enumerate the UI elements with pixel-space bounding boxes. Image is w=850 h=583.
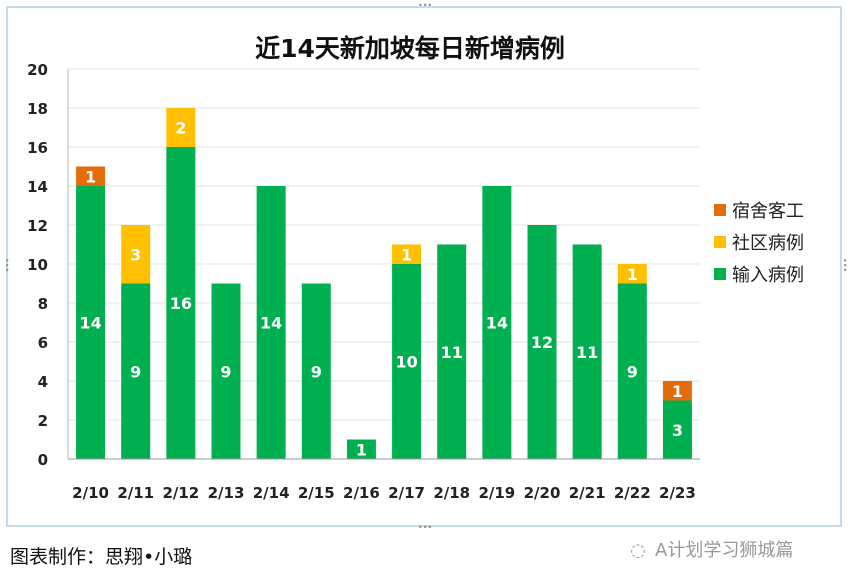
bar-segment <box>662 400 692 459</box>
bar-segment <box>437 244 467 459</box>
y-tick-label: 4 <box>38 373 48 391</box>
resize-handle-right[interactable]: ••• <box>840 258 849 273</box>
y-tick-label: 10 <box>27 256 48 274</box>
legend-swatch <box>714 236 726 248</box>
legend-label: 宿舍客工 <box>732 201 804 222</box>
x-tick-label: 2/10 <box>72 484 109 502</box>
data-label: 14 <box>486 314 508 333</box>
resize-handle-left[interactable]: ••• <box>2 258 11 273</box>
legend-label: 社区病例 <box>732 233 804 254</box>
bar-segment <box>662 381 692 401</box>
y-tick-label: 12 <box>27 217 48 235</box>
y-tick-label: 0 <box>38 451 48 469</box>
x-tick-label: 2/17 <box>388 484 425 502</box>
x-tick-label: 2/11 <box>117 484 154 502</box>
bar-segment <box>166 108 196 147</box>
y-tick-label: 16 <box>27 139 48 157</box>
data-label: 1 <box>627 265 638 284</box>
data-label: 1 <box>401 245 412 264</box>
x-tick-label: 2/16 <box>343 484 380 502</box>
bar-segment <box>76 166 106 186</box>
x-tick-label: 2/13 <box>208 484 245 502</box>
y-tick-label: 6 <box>38 334 48 352</box>
data-label: 9 <box>627 362 638 381</box>
x-tick-label: 2/23 <box>659 484 696 502</box>
bar-segment <box>482 186 512 459</box>
data-label: 1 <box>85 167 96 186</box>
data-label: 9 <box>311 362 322 381</box>
bar-segment <box>76 186 106 459</box>
bar-segment <box>527 225 557 459</box>
data-label: 3 <box>672 421 683 440</box>
legend-swatch <box>714 268 726 280</box>
bar-segment <box>392 264 422 459</box>
stacked-bar-chart: 近14天新加坡每日新增病例 14193162914911011114121191… <box>27 34 804 502</box>
watermark-text: A计划学习狮城篇 <box>655 540 794 561</box>
data-label: 11 <box>576 343 598 362</box>
x-tick-label: 2/22 <box>614 484 651 502</box>
x-tick-label: 2/18 <box>433 484 470 502</box>
wechat-icon: ◌ <box>630 540 646 561</box>
chart-title: 近14天新加坡每日新增病例 <box>255 34 565 63</box>
y-tick-label: 20 <box>27 61 48 79</box>
y-tick-label: 8 <box>38 295 48 313</box>
data-label: 1 <box>672 382 683 401</box>
y-tick-label: 2 <box>38 412 48 430</box>
legend-label: 输入病例 <box>732 265 804 286</box>
bar-segment <box>617 283 647 459</box>
x-tick-label: 2/15 <box>298 484 335 502</box>
data-label: 14 <box>79 314 101 333</box>
data-label: 10 <box>395 353 417 372</box>
resize-handle-bottom[interactable]: ••• <box>418 523 433 532</box>
y-tick-label: 14 <box>27 178 48 196</box>
bar-segment <box>301 283 331 459</box>
bar-segment <box>256 186 286 459</box>
data-label: 14 <box>260 314 282 333</box>
x-tick-label: 2/20 <box>524 484 561 502</box>
x-tick-label: 2/21 <box>569 484 606 502</box>
data-label: 11 <box>441 343 463 362</box>
data-label: 1 <box>356 440 367 459</box>
bar-segment <box>346 439 376 459</box>
x-tick-label: 2/12 <box>162 484 199 502</box>
data-label: 2 <box>175 119 186 138</box>
bar-segment <box>211 283 241 459</box>
legend-swatch <box>714 204 726 216</box>
watermark: ◌ A计划学习狮城篇 <box>625 536 793 562</box>
y-tick-label: 18 <box>27 100 48 118</box>
data-label: 9 <box>220 362 231 381</box>
data-label: 3 <box>130 245 141 264</box>
data-label: 16 <box>170 294 192 313</box>
bar-segment <box>121 283 151 459</box>
bar-segment <box>121 225 151 284</box>
bar-segment <box>617 264 647 284</box>
resize-handle-top[interactable]: ••• <box>418 1 433 10</box>
bar-segment <box>572 244 602 459</box>
bar-segment <box>166 147 196 459</box>
data-label: 9 <box>130 362 141 381</box>
bar-segment <box>392 244 422 264</box>
x-tick-label: 2/14 <box>253 484 290 502</box>
chart-caption: 图表制作：思翔•小璐 <box>10 546 193 568</box>
x-tick-label: 2/19 <box>478 484 515 502</box>
data-label: 12 <box>531 333 553 352</box>
